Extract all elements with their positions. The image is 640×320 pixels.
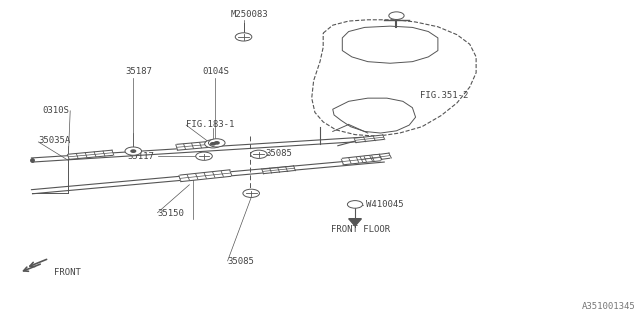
- Text: 35117: 35117: [127, 152, 154, 161]
- Text: 35150: 35150: [157, 209, 184, 219]
- Circle shape: [389, 12, 404, 20]
- Circle shape: [131, 150, 136, 152]
- Circle shape: [250, 150, 267, 158]
- Text: M250083: M250083: [231, 10, 268, 19]
- Polygon shape: [312, 20, 476, 136]
- Circle shape: [214, 142, 219, 144]
- Text: 35187: 35187: [125, 67, 152, 76]
- Polygon shape: [342, 26, 438, 63]
- Circle shape: [196, 152, 212, 160]
- Text: 35085: 35085: [228, 257, 255, 266]
- Text: FRONT: FRONT: [54, 268, 81, 277]
- Text: 35035A: 35035A: [38, 136, 70, 146]
- Text: 35085: 35085: [266, 148, 292, 157]
- Circle shape: [209, 139, 225, 147]
- Text: W410045: W410045: [366, 200, 403, 209]
- Circle shape: [236, 33, 252, 41]
- Polygon shape: [349, 219, 362, 226]
- Circle shape: [243, 189, 259, 197]
- Text: FRONT FLOOR: FRONT FLOOR: [332, 225, 390, 234]
- Text: FIG.183-1: FIG.183-1: [186, 120, 234, 129]
- Text: A351001345: A351001345: [582, 302, 636, 311]
- Circle shape: [205, 140, 221, 148]
- Circle shape: [211, 143, 215, 145]
- Text: 0310S: 0310S: [43, 106, 70, 115]
- Text: 0104S: 0104S: [202, 67, 229, 76]
- Circle shape: [348, 201, 363, 208]
- Text: FIG.351-2: FIG.351-2: [420, 92, 468, 100]
- Polygon shape: [333, 98, 415, 133]
- Circle shape: [125, 147, 141, 155]
